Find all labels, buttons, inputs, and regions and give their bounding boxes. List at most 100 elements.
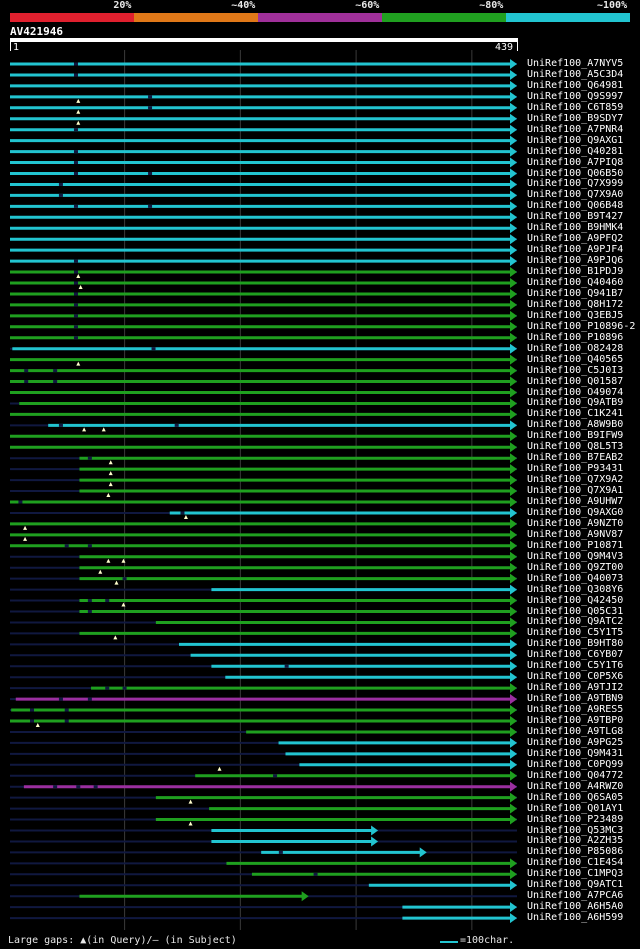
hit-label[interactable]: UniRef100_Q308Y6 [527,583,624,595]
hit-label[interactable]: UniRef100_Q01587 [527,375,624,387]
hit-arrow [510,190,517,201]
hit-label[interactable]: UniRef100_Q40565 [527,353,624,365]
hit-label[interactable]: UniRef100_P85086 [527,846,624,858]
hit-label[interactable]: UniRef100_Q9ATC1 [527,879,624,891]
hit-label[interactable]: UniRef100_C5Y1T6 [527,660,624,672]
hit-label[interactable]: UniRef100_A9PJQ6 [527,255,624,267]
hit-arrow [510,168,517,179]
hit-label[interactable]: UniRef100_B9HMK4 [527,222,624,234]
hit-label[interactable]: UniRef100_A9TJI2 [527,682,624,694]
hit-label[interactable]: UniRef100_A7PIQ8 [527,156,624,168]
hit-label[interactable]: UniRef100_Q53MC3 [527,824,624,836]
hit-label[interactable]: UniRef100_C1K241 [527,408,624,420]
hit-label[interactable]: UniRef100_B7EAB2 [527,452,624,464]
hit-label[interactable]: UniRef100_B9HT80 [527,638,624,650]
hit-label[interactable]: UniRef100_Q7X9A0 [527,189,624,201]
hit-label[interactable]: UniRef100_C5J0I3 [527,364,624,376]
hit-label[interactable]: UniRef100_C1E4S4 [527,857,624,869]
hit-label[interactable]: UniRef100_A4RWZ0 [527,780,624,792]
hit-label[interactable]: UniRef100_Q3EBJ5 [527,309,624,321]
hit-label[interactable]: UniRef100_O82428 [527,342,624,354]
hit-arrow [510,245,517,256]
hit-label[interactable]: UniRef100_Q40073 [527,572,624,584]
hit-label[interactable]: UniRef100_A9PFQ2 [527,233,624,245]
hit-label[interactable]: UniRef100_A8W9B0 [527,419,624,431]
hit-label[interactable]: UniRef100_Q7X999 [527,178,624,190]
hit-arrow [510,726,517,737]
hit-arrow [510,507,517,518]
hit-label[interactable]: UniRef100_Q06B48 [527,200,624,212]
hit-label[interactable]: UniRef100_Q8H172 [527,298,624,310]
hit-arrow [510,256,517,267]
hit-label[interactable]: UniRef100_Q7X9A2 [527,474,624,486]
hit-label[interactable]: UniRef100_Q9ATB9 [527,397,624,409]
hit-arrow [510,310,517,321]
hit-label[interactable]: UniRef100_C6YB07 [527,649,624,661]
hit-label[interactable]: UniRef100_A9RES5 [527,704,624,716]
query-gap-marker [121,558,126,563]
hit-label[interactable]: UniRef100_A9TBN9 [527,693,624,705]
query-gap-marker [108,460,113,465]
hit-label[interactable]: UniRef100_P10896 [527,331,624,343]
hit-label[interactable]: UniRef100_A9PG25 [527,736,624,748]
hit-arrow [510,212,517,223]
hit-label[interactable]: UniRef100_C0PQ99 [527,758,624,770]
hit-label[interactable]: UniRef100_C5Y1T5 [527,627,624,639]
hit-label[interactable]: UniRef100_Q9AXG0 [527,506,624,518]
hit-label[interactable]: UniRef100_C6T859 [527,101,624,113]
hit-label[interactable]: UniRef100_A2ZH35 [527,835,624,847]
hit-arrow [510,716,517,726]
hit-label[interactable]: UniRef100_B9IFW9 [527,430,624,442]
hit-arrow [510,902,517,913]
hit-arrow [510,858,517,869]
hit-label[interactable]: UniRef100_Q9M4V3 [527,550,624,562]
hit-label[interactable]: UniRef100_Q01AY1 [527,802,624,814]
hit-label[interactable]: UniRef100_P23489 [527,813,624,825]
hit-label[interactable]: UniRef100_B1PDJ9 [527,266,624,278]
hit-label[interactable]: UniRef100_Q40460 [527,277,624,288]
hit-label[interactable]: UniRef100_A6H599 [527,912,624,924]
hit-label[interactable]: UniRef100_Q7X9A1 [527,485,624,497]
hit-label[interactable]: UniRef100_B9T427 [527,211,624,223]
hit-arrow [510,376,517,387]
hit-label[interactable]: UniRef100_Q9AXG1 [527,134,624,146]
hit-label[interactable]: UniRef100_A7PCA6 [527,890,624,902]
hit-label[interactable]: UniRef100_A9TLG8 [527,725,624,737]
hit-label[interactable]: UniRef100_A9NV87 [527,528,624,540]
query-gap-marker [188,799,193,804]
hit-label[interactable]: UniRef100_P93431 [527,463,624,475]
hit-label[interactable]: UniRef100_Q6SA05 [527,791,624,803]
hit-label[interactable]: UniRef100_P10896-2 [527,320,636,332]
hit-label[interactable]: UniRef100_A9TBP0 [527,715,624,726]
hit-label[interactable]: UniRef100_Q9S997 [527,90,624,102]
hit-label[interactable]: UniRef100_Q40281 [527,145,624,157]
hit-label[interactable]: UniRef100_Q05C31 [527,605,624,617]
hit-label[interactable]: UniRef100_C1MPQ3 [527,868,624,880]
hit-label[interactable]: UniRef100_P10871 [527,539,624,551]
hit-label[interactable]: UniRef100_Q06B50 [527,167,624,179]
hit-label[interactable]: UniRef100_A6H5A0 [527,901,624,913]
hit-label[interactable]: UniRef100_Q9ATC2 [527,616,624,628]
hit-label[interactable]: UniRef100_O49074 [527,386,624,398]
hit-label[interactable]: UniRef100_Q04772 [527,769,624,781]
hit-label[interactable]: UniRef100_Q9ZT00 [527,561,624,573]
hit-label[interactable]: UniRef100_Q42450 [527,594,624,606]
hit-label[interactable]: UniRef100_Q941B7 [527,287,624,299]
hit-label[interactable]: UniRef100_Q64981 [527,79,624,91]
hit-label[interactable]: UniRef100_A9NZT0 [527,517,624,529]
hit-arrow [510,59,517,69]
query-gap-marker [23,525,28,530]
hit-label[interactable]: UniRef100_C0P5X6 [527,671,624,683]
hit-label[interactable]: UniRef100_A9PJF4 [527,244,624,256]
hit-label[interactable]: UniRef100_A9UHW7 [527,496,624,507]
hit-arrow [510,606,517,617]
hit-arrow [510,299,517,310]
hit-label[interactable]: UniRef100_A7NYV5 [527,58,624,69]
hit-label[interactable]: UniRef100_A7PNR4 [527,123,624,135]
hit-label[interactable]: UniRef100_A5C3D4 [527,68,624,80]
query-gap-marker [114,580,119,585]
hit-label[interactable]: UniRef100_Q9M431 [527,747,624,759]
hit-label[interactable]: UniRef100_Q8L5T3 [527,441,624,453]
hit-label[interactable]: UniRef100_B9SDY7 [527,112,624,124]
